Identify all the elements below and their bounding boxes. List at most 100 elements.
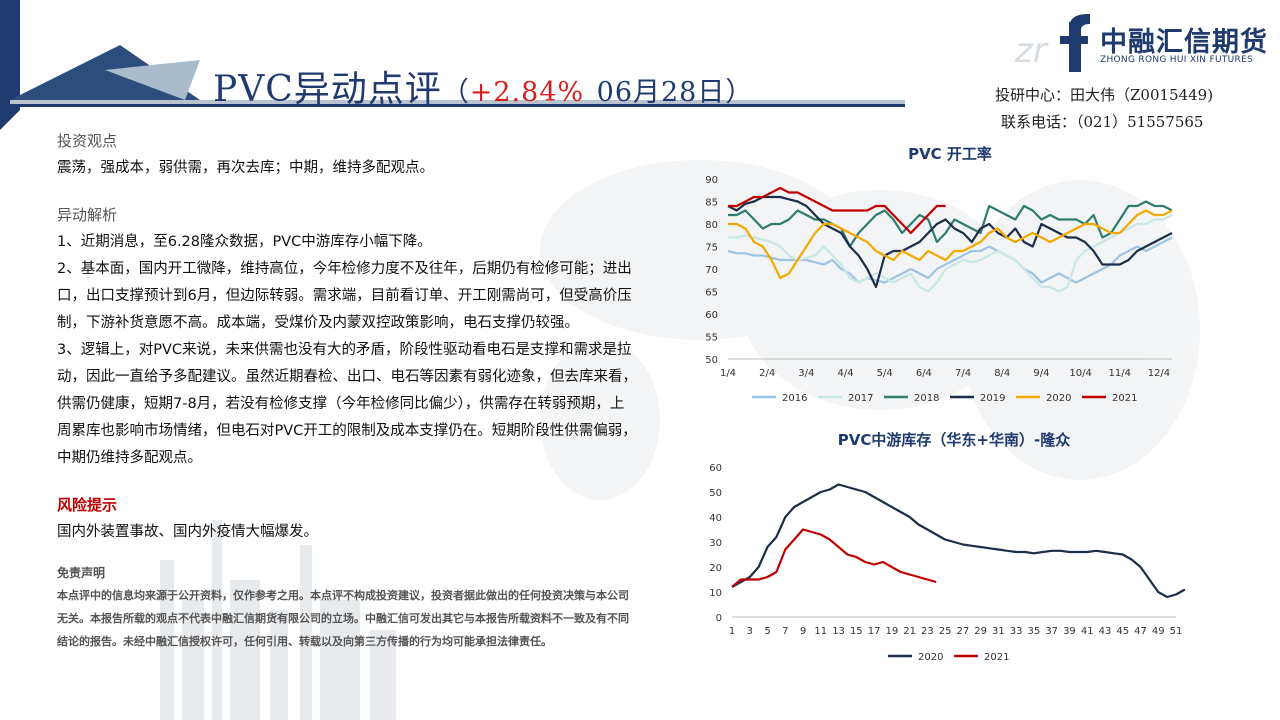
legend-label: 2021	[1112, 393, 1137, 404]
x-tick-label: 8/4	[994, 368, 1010, 379]
y-tick-label: 50	[709, 488, 722, 499]
x-tick-label: 39	[1063, 626, 1076, 637]
analysis-item: 1、近期消息，至6.28隆众数据，PVC中游库存小幅下降。	[57, 234, 432, 250]
city-skyline-watermark	[160, 520, 396, 720]
x-tick-label: 10/4	[1069, 368, 1091, 379]
logo-mark: zr	[1014, 14, 1090, 72]
x-tick-label: 27	[957, 626, 970, 637]
svg-text:zr: zr	[1014, 31, 1049, 71]
x-tick-label: 51	[1170, 626, 1183, 637]
risk-heading: 风险提示	[57, 496, 118, 514]
y-tick-label: 85	[705, 198, 718, 209]
x-tick-label: 29	[974, 626, 987, 637]
disclaimer-heading: 免责声明	[57, 566, 106, 580]
x-tick-label: 19	[885, 626, 898, 637]
series-line-2021	[731, 528, 937, 588]
legend-label: 2016	[782, 393, 807, 404]
analysis-item: 3、逻辑上，对PVC来说，未来供需也没有大的矛盾，阶段性驱动看电石是支撑和需求是…	[57, 342, 637, 466]
x-tick-label: 3/4	[798, 368, 814, 379]
legend-label: 2021	[984, 652, 1009, 663]
x-tick-label: 1	[729, 626, 735, 637]
y-tick-label: 20	[709, 563, 722, 574]
x-tick-label: 21	[903, 626, 916, 637]
header-banner: zr	[0, 0, 1090, 130]
x-tick-label: 4/4	[837, 368, 853, 379]
y-tick-label: 60	[705, 310, 718, 321]
contact-phone: 联系电话：（021）51557565	[1001, 113, 1204, 131]
x-tick-label: 12/4	[1148, 368, 1170, 379]
y-tick-label: 30	[709, 538, 722, 549]
x-tick-label: 37	[1045, 626, 1058, 637]
y-tick-label: 40	[709, 513, 722, 524]
chart-title: PVC中游库存（华东+华南）-隆众	[838, 431, 1070, 449]
series-line-2019	[727, 195, 1173, 289]
x-tick-label: 33	[1010, 626, 1023, 637]
series-line-2020	[731, 483, 1186, 599]
x-tick-label: 17	[868, 626, 881, 637]
legend-label: 2019	[980, 393, 1005, 404]
series-line-2017	[728, 214, 1173, 293]
operating-rate-chart: PVC 开工率 50 55 60 65 70 75 80 85 90 1/4 2/4 3/4 4/4 5/4…	[705, 145, 1173, 404]
x-tick-label: 43	[1099, 626, 1112, 637]
x-tick-label: 5	[764, 626, 770, 637]
x-tick-label: 5/4	[877, 368, 893, 379]
x-tick-label: 11/4	[1109, 368, 1131, 379]
disclaimer-text: 本点评中的信息均来源于公开资料，仅作参考之用。本点评不构成投资建议，投资者据此做…	[57, 589, 629, 648]
x-tick-label: 2/4	[759, 368, 775, 379]
x-tick-label: 31	[992, 626, 1005, 637]
x-tick-label: 23	[921, 626, 934, 637]
x-tick-label: 3	[747, 626, 753, 637]
page-title: PVC异动点评（+2.84% 06月28日）	[213, 60, 753, 112]
risk-text: 国内外装置事故、国内外疫情大幅爆发。	[57, 524, 318, 540]
x-tick-label: 9	[800, 626, 806, 637]
commentary-column: 投资观点 震荡，强成本，弱供需，再次去库；中期，维持多配观点。 异动解析 1、近…	[57, 128, 637, 653]
x-tick-label: 6/4	[916, 368, 932, 379]
contact-block: 投研中心：田大伟（Z0015449) 联系电话：（021）51557565	[995, 82, 1213, 136]
y-tick-label: 80	[705, 220, 718, 231]
x-tick-label: 7	[782, 626, 788, 637]
series-line-2021	[728, 186, 946, 235]
legend-label: 2017	[848, 393, 873, 404]
chart-title: PVC 开工率	[908, 145, 992, 163]
x-tick-label: 1/4	[720, 368, 736, 379]
y-tick-label: 50	[705, 355, 718, 366]
y-tick-label: 65	[705, 288, 718, 299]
analysis-heading: 异动解析	[57, 206, 118, 224]
x-tick-label: 9/4	[1033, 368, 1049, 379]
title-paren-open: （	[441, 77, 470, 108]
view-heading: 投资观点	[57, 132, 118, 150]
y-tick-label: 90	[705, 175, 718, 186]
analysis-item: 2、基本面，国内开工微降，维持高位，今年检修力度不及往年，后期仍有检修可能；进出…	[57, 261, 632, 331]
legend-label: 2020	[1046, 393, 1071, 404]
x-tick-label: 41	[1081, 626, 1094, 637]
title-paren-close: ）	[725, 77, 754, 108]
x-tick-label: 49	[1152, 626, 1165, 637]
research-center: 投研中心：田大伟（Z0015449)	[995, 86, 1214, 104]
series-line-2016	[727, 236, 1173, 284]
company-logo-english: ZHONG RONG HUI XIN FUTURES	[1100, 55, 1254, 65]
x-tick-label: 7/4	[955, 368, 971, 379]
y-tick-label: 55	[705, 333, 718, 344]
title-date: 06月28日	[596, 77, 726, 108]
price-change: +2.84%	[469, 77, 585, 108]
x-tick-label: 11	[814, 626, 827, 637]
view-text: 震荡，强成本，弱供需，再次去库；中期，维持多配观点。	[57, 160, 434, 176]
x-tick-label: 25	[939, 626, 952, 637]
x-tick-label: 35	[1028, 626, 1041, 637]
x-tick-label: 47	[1134, 626, 1147, 637]
legend-label: 2020	[918, 652, 943, 663]
legend-label: 2018	[914, 393, 939, 404]
y-tick-label: 0	[716, 613, 722, 624]
y-tick-label: 70	[705, 265, 718, 276]
x-tick-label: 15	[850, 626, 863, 637]
y-tick-label: 60	[709, 463, 722, 474]
series-line-2020	[728, 209, 1173, 280]
y-tick-label: 75	[705, 243, 718, 254]
x-tick-label: 13	[832, 626, 845, 637]
company-logo-name: 中融汇信期货	[1100, 27, 1268, 58]
title-main: PVC异动点评	[213, 69, 442, 110]
x-tick-label: 45	[1116, 626, 1129, 637]
y-tick-label: 10	[709, 588, 722, 599]
